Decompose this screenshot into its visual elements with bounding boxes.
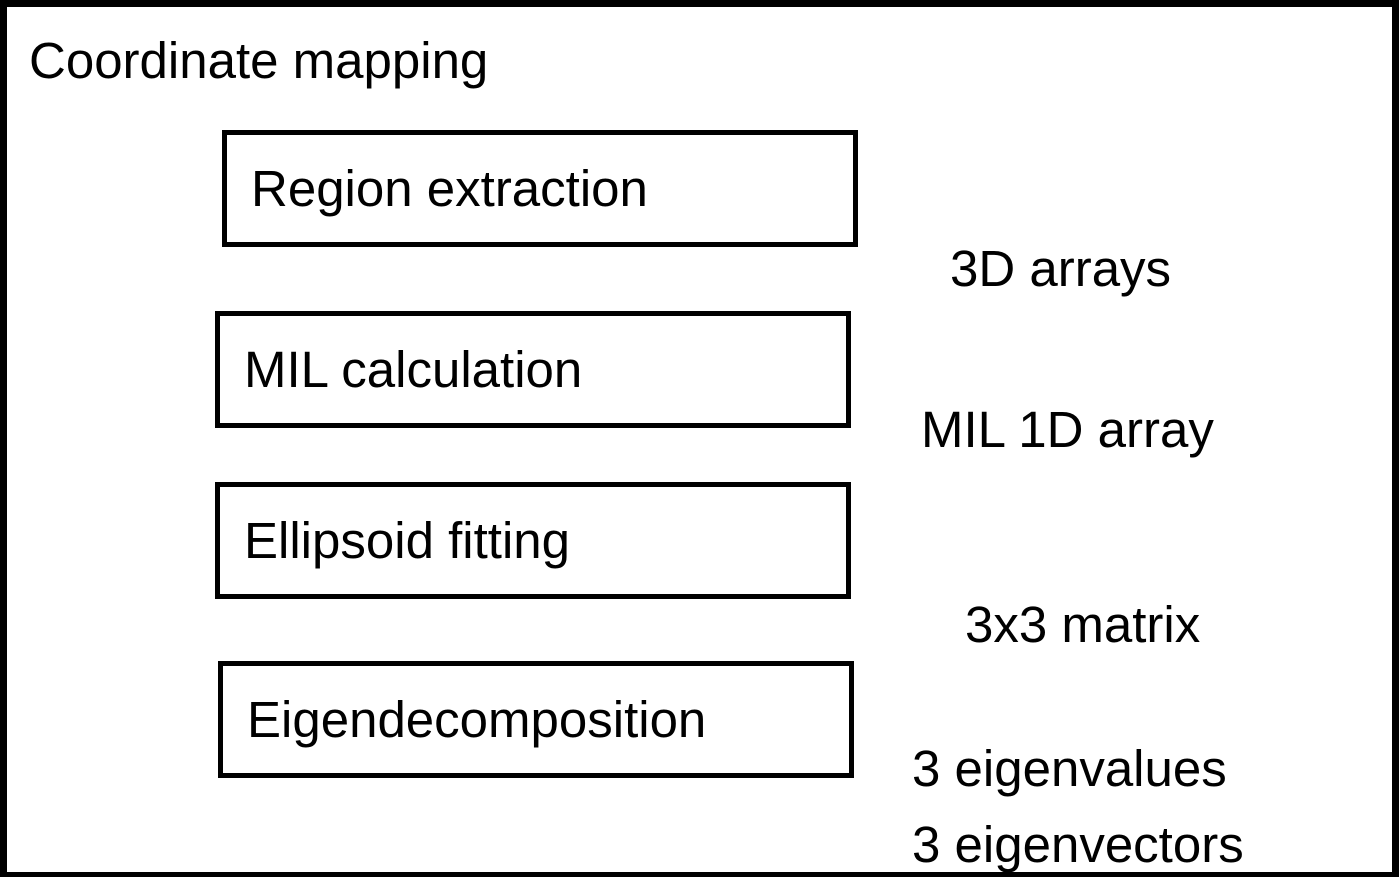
step-region-extraction: Region extraction [222, 130, 858, 247]
data-label-3-eigenvectors: 3 eigenvectors [912, 816, 1244, 873]
step-label: Ellipsoid fitting [244, 511, 570, 569]
diagram-title: Coordinate mapping [29, 32, 489, 89]
step-ellipsoid-fitting: Ellipsoid fitting [215, 482, 851, 599]
step-eigendecomposition: Eigendecomposition [218, 661, 854, 778]
step-label: Eigendecomposition [247, 690, 707, 748]
step-mil-calculation: MIL calculation [215, 311, 851, 428]
data-label-3x3-matrix: 3x3 matrix [965, 596, 1201, 653]
data-label-mil-1d-array: MIL 1D array [921, 401, 1214, 458]
data-label-3-eigenvalues: 3 eigenvalues [912, 740, 1227, 797]
step-label: MIL calculation [244, 340, 583, 398]
data-label-3d-arrays: 3D arrays [950, 240, 1172, 297]
step-label: Region extraction [251, 159, 648, 217]
